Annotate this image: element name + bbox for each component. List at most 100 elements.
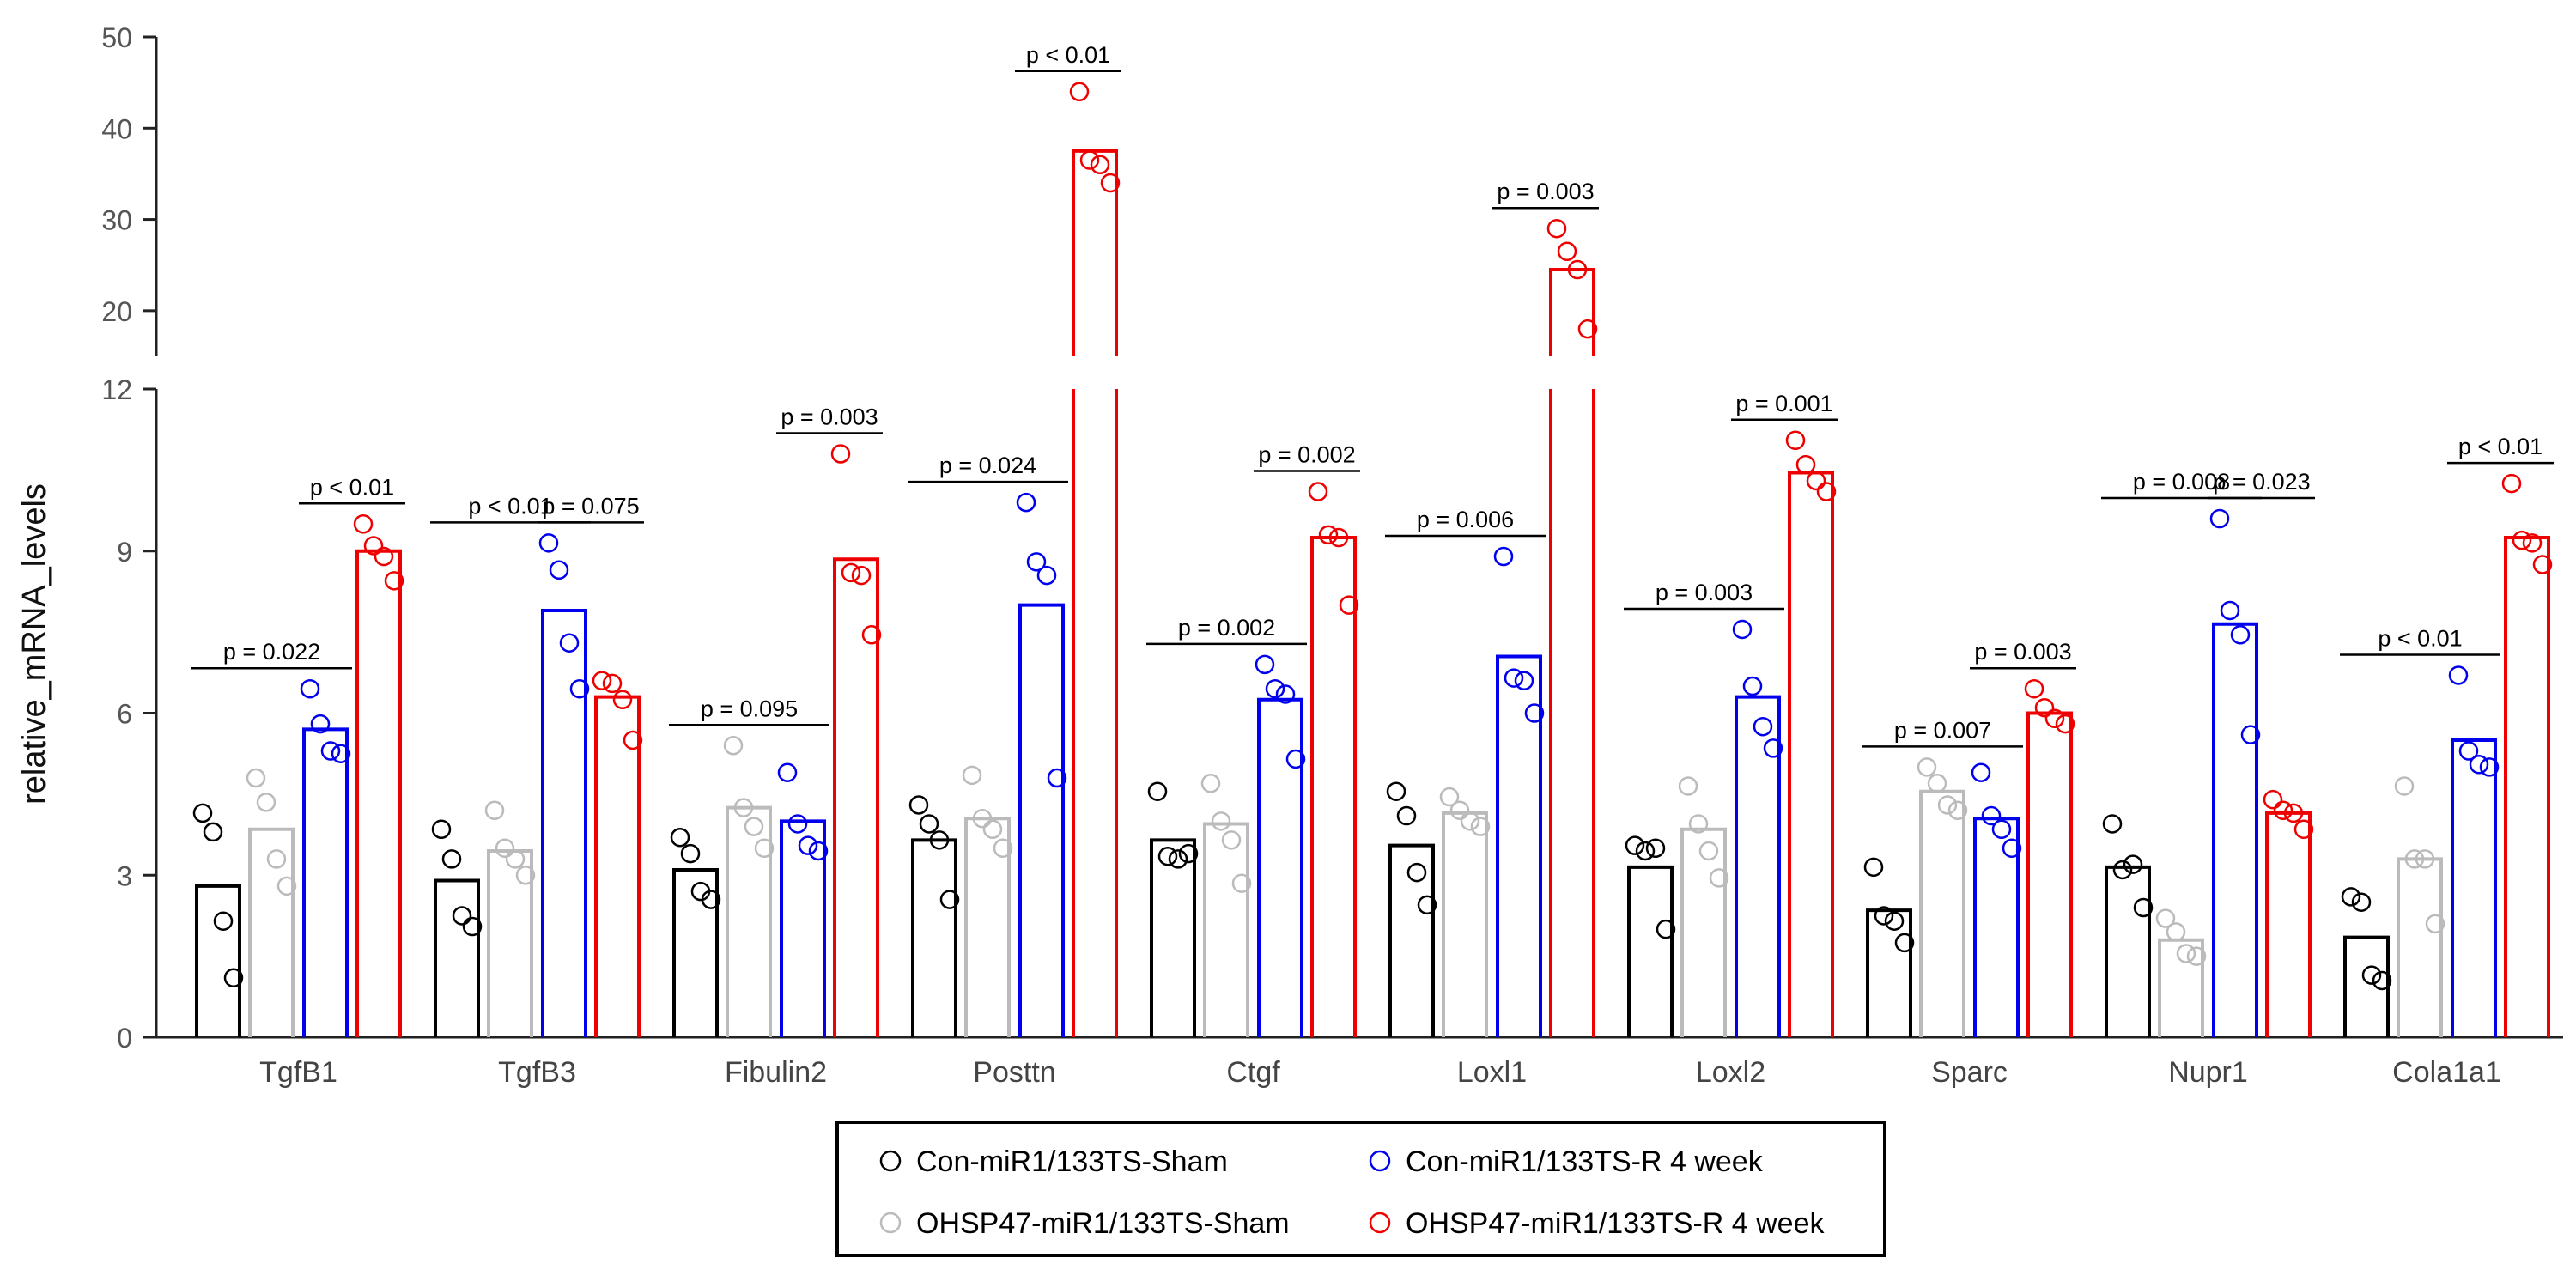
- data-point: [2055, 714, 2075, 734]
- data-point: [363, 536, 384, 556]
- data-point: [612, 690, 633, 710]
- bar-lower-segment: [1549, 389, 1595, 1037]
- data-point: [320, 741, 341, 761]
- p-value-label: p < 0.01: [468, 493, 552, 519]
- data-point: [2415, 849, 2435, 869]
- x-tick-label: Fibulin2: [725, 1056, 827, 1089]
- data-point: [733, 798, 754, 817]
- bar: [541, 608, 587, 1037]
- data-point: [1863, 857, 1884, 878]
- data-point: [213, 911, 234, 931]
- data-point: [1557, 241, 1577, 262]
- data-point: [1981, 805, 2002, 826]
- x-tick-label: TgfB3: [498, 1056, 576, 1089]
- data-point: [744, 817, 764, 836]
- data-point: [484, 800, 505, 820]
- data-point: [495, 838, 515, 859]
- data-point: [623, 730, 643, 750]
- bar: [964, 817, 1011, 1037]
- data-point: [1688, 814, 1709, 834]
- p-value-label: p = 0.003: [1974, 639, 2071, 665]
- data-point: [972, 808, 993, 829]
- data-point: [1947, 800, 1968, 820]
- data-point: [1318, 525, 1339, 545]
- data-point: [1406, 862, 1427, 883]
- bar: [780, 819, 826, 1037]
- data-point: [505, 849, 526, 869]
- points-layer: [192, 82, 2553, 991]
- p-value-label: p = 0.022: [223, 639, 320, 665]
- data-point: [1504, 668, 1524, 688]
- data-point: [1567, 259, 1588, 280]
- data-point: [223, 968, 244, 988]
- y-tick-label: 6: [117, 699, 132, 730]
- data-point: [1016, 492, 1036, 513]
- data-point: [1927, 774, 1947, 793]
- data-point: [2448, 665, 2469, 685]
- data-point: [2263, 789, 2283, 810]
- data-point: [1470, 817, 1491, 836]
- bar: [1735, 695, 1781, 1037]
- bar: [2504, 536, 2550, 1037]
- bar: [434, 878, 480, 1037]
- data-point: [2112, 860, 2133, 880]
- data-point: [830, 444, 851, 464]
- data-point: [1396, 805, 1417, 826]
- p-value-label: p = 0.008: [2133, 469, 2230, 495]
- p-value-label: p = 0.075: [542, 493, 639, 519]
- data-point: [2273, 800, 2293, 820]
- data-point: [2458, 741, 2479, 761]
- data-point: [1439, 787, 1460, 807]
- data-point: [2044, 708, 2065, 729]
- data-point: [2002, 838, 2022, 859]
- p-value-label: p < 0.01: [310, 474, 394, 500]
- data-point: [331, 744, 351, 763]
- data-point: [2361, 965, 2382, 985]
- data-point: [310, 714, 331, 734]
- x-tick-label: Cola1a1: [2392, 1056, 2501, 1089]
- data-point: [1514, 671, 1534, 690]
- data-point: [1265, 678, 1285, 699]
- legend-marker: [1369, 1150, 1391, 1172]
- y-tick-label: 3: [117, 860, 132, 891]
- x-tick-label: Ctgf: [1226, 1056, 1280, 1089]
- data-point: [1493, 546, 1514, 567]
- data-point: [515, 866, 536, 885]
- data-point: [2166, 922, 2186, 942]
- y-tick-label: 12: [101, 374, 132, 405]
- data-point: [1255, 654, 1275, 675]
- data-point: [602, 673, 623, 694]
- legend-box: [835, 1121, 1886, 1257]
- data-point: [2123, 854, 2143, 874]
- data-point: [2372, 970, 2392, 991]
- data-point: [1417, 895, 1437, 915]
- p-value-label: p = 0.003: [781, 404, 878, 430]
- data-point: [1698, 841, 1719, 861]
- bar: [1973, 817, 2020, 1037]
- data-point: [276, 876, 297, 896]
- data-point: [1625, 835, 1645, 855]
- bar: [726, 805, 772, 1037]
- bar: [487, 848, 533, 1037]
- data-point: [2532, 555, 2553, 574]
- legend: Con-miR1/133TS-Sham Con-miR1/133TS-R 4 we…: [835, 1121, 1886, 1257]
- data-point: [2024, 678, 2044, 699]
- data-point: [1449, 800, 1470, 820]
- data-point: [808, 841, 829, 861]
- bar: [1388, 843, 1435, 1037]
- data-point: [1991, 819, 2012, 840]
- data-point: [1036, 565, 1057, 586]
- data-point: [2176, 944, 2196, 963]
- p-value-label: p = 0.006: [1417, 507, 1514, 532]
- bar: [1788, 471, 1834, 1037]
- data-point: [2240, 725, 2261, 744]
- bar: [1866, 908, 1912, 1037]
- data-point: [1328, 527, 1349, 548]
- bar: [833, 557, 879, 1037]
- data-point: [1795, 454, 1816, 475]
- data-point: [559, 633, 580, 653]
- data-point: [2512, 530, 2532, 550]
- bar: [911, 838, 957, 1037]
- data-point: [1047, 768, 1067, 788]
